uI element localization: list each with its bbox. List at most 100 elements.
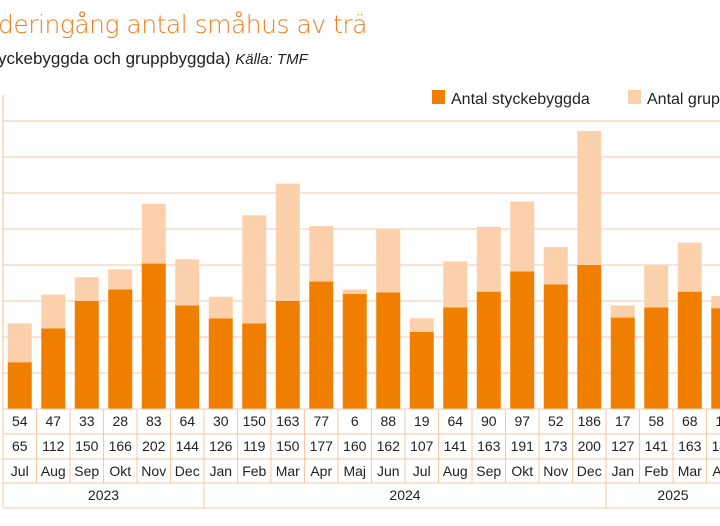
table-month-10: Maj (343, 463, 366, 479)
bar-gruppbyggda-17 (577, 131, 602, 265)
table-gruppbyggda-10: 6 (351, 413, 359, 429)
bar-styckebyggda-13 (443, 307, 468, 409)
table-gruppbyggda-6: 30 (213, 413, 229, 429)
table-styckebyggda-15: 191 (511, 438, 535, 454)
table-gruppbyggda-8: 163 (276, 413, 300, 429)
table-gruppbyggda-4: 83 (146, 413, 162, 429)
table-month-3: Okt (109, 463, 131, 479)
bar-gruppbyggda-11 (376, 229, 401, 293)
bar-styckebyggda-6 (208, 318, 233, 409)
table-month-21: Apr (712, 463, 720, 479)
chart-title: deringång antal småhus av trä (0, 10, 367, 39)
table-gruppbyggda-17: 186 (578, 413, 602, 429)
table-styckebyggda-19: 141 (645, 438, 669, 454)
legend-swatch-styckebyggda (432, 90, 445, 104)
bar-styckebyggda-3 (108, 289, 133, 409)
table-styckebyggda-2: 150 (75, 438, 99, 454)
table-gruppbyggda-7: 150 (243, 413, 267, 429)
table-month-17: Dec (577, 463, 602, 479)
table-gruppbyggda-13: 64 (447, 413, 463, 429)
table-gruppbyggda-12: 19 (414, 413, 430, 429)
legend-label-gruppbyggda: Antal gruppbyggda (647, 91, 720, 108)
table-month-13: Aug (443, 463, 468, 479)
bar-gruppbyggda-19 (644, 265, 669, 308)
table-month-6: Jan (209, 463, 232, 479)
table-styckebyggda-8: 150 (276, 438, 300, 454)
bar-gruppbyggda-6 (208, 296, 233, 319)
bar-gruppbyggda-7 (242, 215, 267, 324)
table-styckebyggda-17: 200 (578, 438, 602, 454)
bar-styckebyggda-17 (577, 265, 602, 409)
source-text: Källa: TMF (235, 51, 308, 68)
table-styckebyggda-4: 202 (142, 438, 166, 454)
bar-gruppbyggda-8 (275, 183, 300, 301)
bar-gruppbyggda-21 (711, 295, 720, 309)
table-styckebyggda-5: 144 (176, 438, 200, 454)
bar-gruppbyggda-0 (7, 323, 32, 363)
table-styckebyggda-11: 162 (377, 438, 401, 454)
table-gruppbyggda-16: 52 (548, 413, 564, 429)
table-month-2: Sep (74, 463, 99, 479)
table-gruppbyggda-3: 28 (112, 413, 128, 429)
bar-styckebyggda-10 (342, 293, 367, 409)
table-styckebyggda-21: 140 (712, 438, 720, 454)
table-styckebyggda-13: 141 (444, 438, 468, 454)
bar-gruppbyggda-1 (41, 294, 66, 329)
table-styckebyggda-3: 166 (109, 438, 133, 454)
bar-styckebyggda-20 (677, 291, 702, 409)
legend-label-styckebyggda: Antal styckebyggda (451, 91, 590, 108)
table-gruppbyggda-15: 97 (514, 413, 530, 429)
table-month-5: Dec (175, 463, 200, 479)
table-gruppbyggda-21: 17 (715, 413, 720, 429)
table-month-1: Aug (41, 463, 66, 479)
bar-gruppbyggda-9 (309, 226, 334, 282)
bar-styckebyggda-0 (7, 362, 32, 409)
table-month-7: Feb (242, 463, 266, 479)
table-month-16: Nov (543, 463, 568, 479)
table-styckebyggda-16: 173 (544, 438, 568, 454)
bar-gruppbyggda-20 (677, 242, 702, 292)
table-styckebyggda-10: 160 (343, 438, 367, 454)
table-month-19: Feb (644, 463, 668, 479)
table-gruppbyggda-11: 88 (380, 413, 396, 429)
bar-styckebyggda-21 (711, 308, 720, 409)
table-month-12: Jul (413, 463, 431, 479)
bar-styckebyggda-18 (610, 317, 635, 409)
table-gruppbyggda-5: 64 (179, 413, 195, 429)
table-gruppbyggda-14: 90 (481, 413, 497, 429)
table-month-18: Jan (611, 463, 634, 479)
bar-styckebyggda-11 (376, 292, 401, 409)
bar-styckebyggda-9 (309, 281, 334, 409)
data-table: 54 65 Jul 47 112 Aug 33 150 Sep 28 166 Okt 83 202 Nov 6… (2, 408, 720, 509)
table-month-0: Jul (11, 463, 29, 479)
bar-gruppbyggda-14 (476, 226, 501, 292)
bar-gruppbyggda-12 (409, 318, 434, 332)
year-label-2024: 2024 (389, 487, 420, 503)
table-gruppbyggda-1: 47 (45, 413, 61, 429)
table-styckebyggda-1: 112 (42, 438, 65, 454)
bar-gruppbyggda-13 (443, 261, 468, 308)
bar-gruppbyggda-3 (108, 269, 133, 290)
subtitle-text: yckebyggda och gruppbyggda) (0, 49, 231, 68)
legend-swatch-gruppbyggda (628, 90, 641, 104)
table-month-15: Okt (511, 463, 533, 479)
table-styckebyggda-18: 127 (611, 438, 635, 454)
table-month-14: Sep (476, 463, 501, 479)
table-styckebyggda-6: 126 (209, 438, 233, 454)
bar-gruppbyggda-10 (342, 289, 367, 294)
bar-gruppbyggda-4 (141, 203, 166, 264)
table-month-4: Nov (141, 463, 166, 479)
bars (7, 131, 720, 409)
table-gruppbyggda-2: 33 (79, 413, 95, 429)
table-month-9: Apr (310, 463, 332, 479)
table-styckebyggda-7: 119 (243, 438, 266, 454)
table-month-11: Jun (377, 463, 400, 479)
table-month-20: Mar (678, 463, 702, 479)
table-styckebyggda-0: 65 (12, 438, 28, 454)
table-styckebyggda-9: 177 (310, 438, 334, 454)
bar-styckebyggda-14 (476, 291, 501, 409)
table-styckebyggda-20: 163 (678, 438, 702, 454)
table-gruppbyggda-0: 54 (12, 413, 28, 429)
bar-gruppbyggda-16 (543, 247, 568, 285)
